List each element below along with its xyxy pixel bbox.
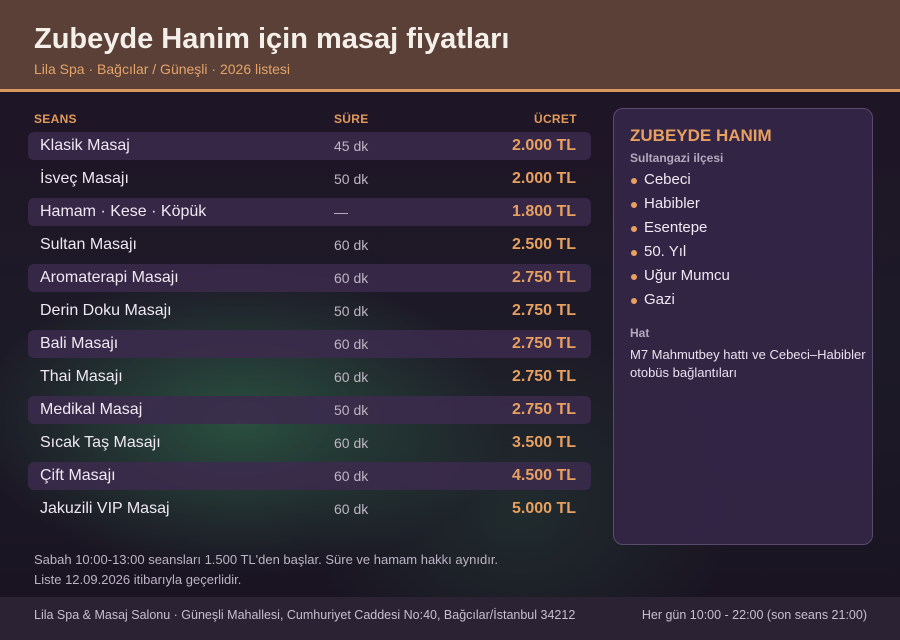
service-price: 2.000 TL xyxy=(511,170,576,187)
service-price: 2.000 TL xyxy=(511,137,576,154)
table-row: Çift Masajı 60 dk 4.500 TL xyxy=(28,462,591,490)
column-header-service: SEANS xyxy=(34,112,77,126)
service-name: İsveç Masajı xyxy=(40,170,129,187)
price-table: Klasik Masaj 45 dk 2.000 TL İsveç Masajı 50 … xyxy=(28,132,591,528)
neighborhood-item: Esentepe xyxy=(630,219,730,243)
table-row: Klasik Masaj 45 dk 2.000 TL xyxy=(28,132,591,160)
page-header: Zubeyde Hanim için masaj fiyatları Lila … xyxy=(0,0,900,89)
service-name: Çift Masajı xyxy=(40,467,116,484)
service-price: 2.750 TL xyxy=(511,335,576,352)
panel-title: ZUBEYDE HANIM xyxy=(630,126,772,145)
page-title: Zubeyde Hanim için masaj fiyatları xyxy=(34,23,510,55)
table-row: Hamam · Kese · Köpük — 1.800 TL xyxy=(28,198,591,226)
footer-address: Lila Spa & Masaj Salonu · Güneşli Mahall… xyxy=(34,608,576,622)
service-price: 1.800 TL xyxy=(511,203,576,220)
location-panel: ZUBEYDE HANIM Sultangazi ilçesi Cebeci Ha… xyxy=(613,108,873,545)
service-name: Hamam · Kese · Köpük xyxy=(40,203,207,220)
service-name: Aromaterapi Masajı xyxy=(40,269,179,286)
neighborhood-label: Habibler xyxy=(644,195,700,212)
service-price: 2.750 TL xyxy=(511,368,576,385)
table-row: Sıcak Taş Masajı 60 dk 3.500 TL xyxy=(28,429,591,457)
column-header-price: ÜCRET xyxy=(534,112,577,126)
service-price: 2.500 TL xyxy=(511,236,576,253)
neighborhood-item: Cebeci xyxy=(630,171,730,195)
bullet-icon xyxy=(631,298,637,304)
bullet-icon xyxy=(631,202,637,208)
service-price: 2.750 TL xyxy=(511,302,576,319)
neighborhood-item: Habibler xyxy=(630,195,730,219)
service-name: Sultan Masajı xyxy=(40,236,137,253)
neighborhood-label: Gazi xyxy=(644,291,675,308)
neighborhood-item: 50. Yıl xyxy=(630,243,730,267)
neighborhood-list: Cebeci Habibler Esentepe 50. Yıl Uğur Mumcu G… xyxy=(630,171,730,315)
panel-district: Sultangazi ilçesi xyxy=(630,151,724,165)
table-row: Thai Masajı 60 dk 2.750 TL xyxy=(28,363,591,391)
table-row: Derin Doku Masajı 50 dk 2.750 TL xyxy=(28,297,591,325)
table-row: Medikal Masaj 50 dk 2.750 TL xyxy=(28,396,591,424)
table-row: İsveç Masajı 50 dk 2.000 TL xyxy=(28,165,591,193)
service-price: 5.000 TL xyxy=(511,500,576,517)
service-name: Jakuzili VIP Masaj xyxy=(40,500,170,517)
service-duration: 50 dk xyxy=(334,171,369,187)
service-duration: 60 dk xyxy=(334,270,369,286)
note-valid-date: Liste 12.09.2026 itibarıyla geçerlidir. xyxy=(34,572,242,587)
column-header-duration: SÜRE xyxy=(334,112,369,126)
table-row: Sultan Masajı 60 dk 2.500 TL xyxy=(28,231,591,259)
table-row: Jakuzili VIP Masaj 60 dk 5.000 TL xyxy=(28,495,591,523)
service-name: Derin Doku Masajı xyxy=(40,302,172,319)
service-duration: — xyxy=(334,204,348,220)
service-price: 4.500 TL xyxy=(511,467,576,484)
service-name: Sıcak Taş Masajı xyxy=(40,434,161,451)
service-duration: 60 dk xyxy=(334,237,369,253)
bullet-icon xyxy=(631,250,637,256)
neighborhood-item: Gazi xyxy=(630,291,730,315)
header-divider xyxy=(0,89,900,92)
page-footer: Lila Spa & Masaj Salonu · Güneşli Mahall… xyxy=(0,597,900,640)
neighborhood-label: 50. Yıl xyxy=(644,243,687,260)
service-name: Klasik Masaj xyxy=(40,137,130,154)
panel-line-text: M7 Mahmutbey hattı ve Cebeci–Habibler ot… xyxy=(630,347,866,380)
neighborhood-label: Esentepe xyxy=(644,219,708,236)
service-price: 3.500 TL xyxy=(511,434,576,451)
table-row: Bali Masajı 60 dk 2.750 TL xyxy=(28,330,591,358)
service-duration: 60 dk xyxy=(334,468,369,484)
bullet-icon xyxy=(631,178,637,184)
neighborhood-label: Uğur Mumcu xyxy=(644,267,730,284)
service-duration: 60 dk xyxy=(334,501,369,517)
bullet-icon xyxy=(631,226,637,232)
service-price: 2.750 TL xyxy=(511,269,576,286)
service-duration: 60 dk xyxy=(334,435,369,451)
panel-line-label: Hat xyxy=(630,326,650,340)
service-name: Medikal Masaj xyxy=(40,401,143,418)
bullet-icon xyxy=(631,274,637,280)
note-morning-sessions: Sabah 10:00-13:00 seansları 1.500 TL'den… xyxy=(34,552,499,567)
table-row: Aromaterapi Masajı 60 dk 2.750 TL xyxy=(28,264,591,292)
service-duration: 60 dk xyxy=(334,336,369,352)
service-duration: 50 dk xyxy=(334,402,369,418)
neighborhood-item: Uğur Mumcu xyxy=(630,267,730,291)
service-name: Bali Masajı xyxy=(40,335,119,352)
neighborhood-label: Cebeci xyxy=(644,171,691,188)
page-subtitle: Lila Spa · Bağcılar / Güneşli · 2026 lis… xyxy=(34,61,291,77)
service-duration: 45 dk xyxy=(334,138,369,154)
service-price: 2.750 TL xyxy=(511,401,576,418)
service-name: Thai Masajı xyxy=(40,368,123,385)
footer-hours: Her gün 10:00 - 22:00 (son seans 21:00) xyxy=(641,608,867,622)
service-duration: 60 dk xyxy=(334,369,369,385)
service-duration: 50 dk xyxy=(334,303,369,319)
